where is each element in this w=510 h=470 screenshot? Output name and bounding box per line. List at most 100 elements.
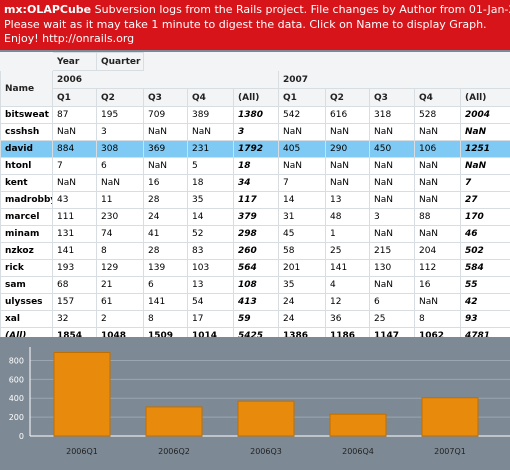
quarter-header[interactable]: Q1: [53, 89, 97, 107]
value-cell: 18: [234, 158, 279, 175]
value-cell: 5: [188, 158, 234, 175]
value-cell: 54: [188, 294, 234, 311]
value-cell: NaN: [415, 226, 461, 243]
quarter-header[interactable]: Q2: [326, 89, 370, 107]
bar[interactable]: [146, 407, 202, 436]
row-name-cell[interactable]: csshsh: [1, 124, 53, 141]
value-cell: 195: [97, 107, 144, 124]
value-cell: 87: [53, 107, 97, 124]
row-name-cell[interactable]: marcel: [1, 209, 53, 226]
quarter-header[interactable]: Q4: [188, 89, 234, 107]
bar[interactable]: [422, 398, 478, 436]
dim-name-header[interactable]: Name: [1, 71, 53, 107]
dim-quarter-header[interactable]: Quarter: [97, 53, 144, 71]
value-cell: 117: [234, 192, 279, 209]
row-name-cell[interactable]: bitsweat: [1, 107, 53, 124]
value-cell: 230: [97, 209, 144, 226]
quarter-header[interactable]: (All): [461, 89, 510, 107]
value-cell: 3: [234, 124, 279, 141]
app-brand: mx:OLAPCube: [4, 3, 91, 16]
value-cell: 1509: [144, 328, 188, 338]
year-2007-header[interactable]: 2007: [279, 71, 510, 89]
value-cell: 1380: [234, 107, 279, 124]
value-cell: 157: [53, 294, 97, 311]
value-cell: 106: [415, 141, 461, 158]
value-cell: 298: [234, 226, 279, 243]
quarter-header[interactable]: Q3: [144, 89, 188, 107]
value-cell: 103: [188, 260, 234, 277]
x-tick-label: 2007Q1: [434, 447, 466, 456]
quarter-header[interactable]: Q2: [97, 89, 144, 107]
value-cell: 16: [144, 175, 188, 192]
year-2006-header[interactable]: 2006: [53, 71, 279, 89]
value-cell: 528: [415, 107, 461, 124]
value-cell: 2004: [461, 107, 510, 124]
value-cell: 21: [97, 277, 144, 294]
value-cell: 59: [234, 311, 279, 328]
row-name-cell[interactable]: nzkoz: [1, 243, 53, 260]
value-cell: 542: [279, 107, 326, 124]
quarter-header[interactable]: (All): [234, 89, 279, 107]
value-cell: 308: [97, 141, 144, 158]
row-name-cell[interactable]: htonl: [1, 158, 53, 175]
value-cell: 369: [144, 141, 188, 158]
value-cell: 31: [279, 209, 326, 226]
row-name-cell[interactable]: rick: [1, 260, 53, 277]
value-cell: 25: [326, 243, 370, 260]
quarter-header[interactable]: Q4: [415, 89, 461, 107]
bar[interactable]: [330, 414, 386, 436]
value-cell: NaN: [144, 158, 188, 175]
value-cell: 6: [370, 294, 415, 311]
value-cell: 193: [53, 260, 97, 277]
value-cell: 43: [53, 192, 97, 209]
bar[interactable]: [54, 353, 110, 436]
row-name-cell[interactable]: xal: [1, 311, 53, 328]
value-cell: 8: [415, 311, 461, 328]
y-tick-label: 200: [9, 413, 24, 422]
value-cell: 35: [279, 277, 326, 294]
row-name-cell[interactable]: madrobby: [1, 192, 53, 209]
value-cell: 141: [53, 243, 97, 260]
value-cell: NaN: [415, 158, 461, 175]
row-name-cell[interactable]: sam: [1, 277, 53, 294]
value-cell: NaN: [188, 124, 234, 141]
value-cell: 139: [144, 260, 188, 277]
value-cell: 12: [326, 294, 370, 311]
bar[interactable]: [238, 401, 294, 436]
row-name-cell[interactable]: minam: [1, 226, 53, 243]
value-cell: 215: [370, 243, 415, 260]
value-cell: 88: [415, 209, 461, 226]
x-tick-label: 2006Q3: [250, 447, 282, 456]
value-cell: 1: [326, 226, 370, 243]
row-name-cell[interactable]: david: [1, 141, 53, 158]
value-cell: NaN: [370, 124, 415, 141]
value-cell: 389: [188, 107, 234, 124]
value-cell: NaN: [279, 124, 326, 141]
value-cell: 3: [370, 209, 415, 226]
row-name-cell[interactable]: kent: [1, 175, 53, 192]
value-cell: 141: [144, 294, 188, 311]
row-name-cell[interactable]: ulysses: [1, 294, 53, 311]
dim-year-header[interactable]: Year: [53, 53, 97, 71]
value-cell: 1062: [415, 328, 461, 338]
value-cell: 46: [461, 226, 510, 243]
value-cell: 24: [279, 311, 326, 328]
row-name-cell[interactable]: (All): [1, 328, 53, 338]
value-cell: 35: [188, 192, 234, 209]
quarter-header[interactable]: Q3: [370, 89, 415, 107]
quarter-header[interactable]: Q1: [279, 89, 326, 107]
